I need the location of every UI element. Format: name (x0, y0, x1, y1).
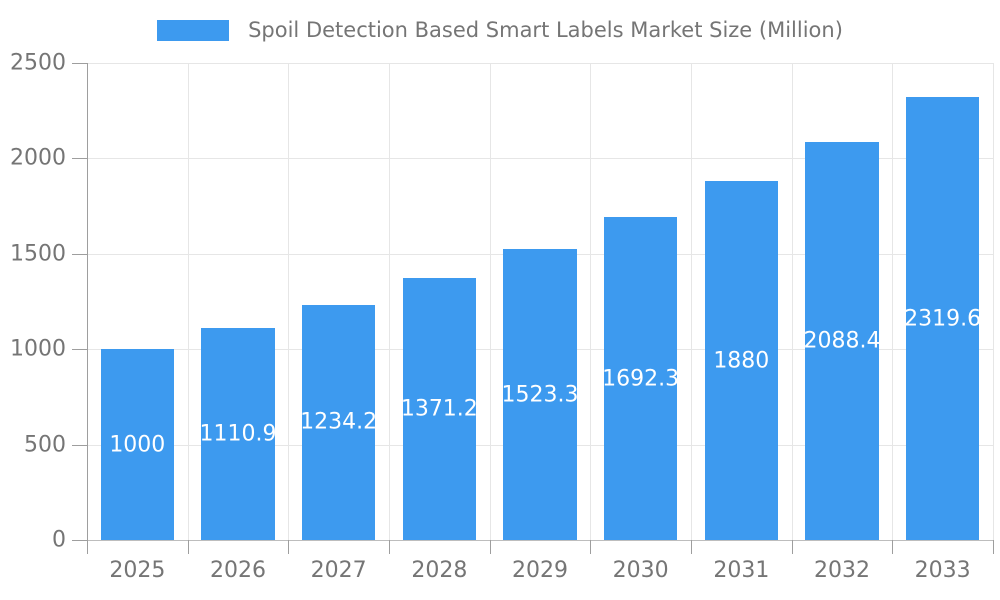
x-tick-label: 2027 (310, 558, 367, 583)
bar-2027[interactable]: 1234.2 (300, 304, 378, 540)
bar-value-label: 1523.3 (501, 382, 579, 408)
x-tick (389, 540, 390, 554)
x-tick-label: 2028 (411, 558, 468, 583)
y-tick (72, 253, 87, 255)
bar-value-label: 1371.2 (400, 396, 478, 422)
x-axis-line (72, 540, 993, 541)
v-gridline (489, 63, 491, 540)
bar-2029[interactable]: 1523.3 (501, 249, 579, 540)
bar-2025[interactable]: 1000 (100, 349, 175, 540)
bar-value-label: 1110.9 (199, 421, 277, 447)
y-tick-label: 1500 (10, 241, 66, 267)
x-tick (87, 540, 88, 554)
h-gridline (87, 158, 993, 160)
v-gridline (791, 63, 793, 540)
bar-2032[interactable]: 2088.4 (803, 141, 881, 540)
plot-area: 1000 1110.9 1234.2 1371.2 1523.3 1692.3 1880 20… (87, 63, 994, 540)
y-tick (72, 444, 87, 446)
bar-2028[interactable]: 1371.2 (400, 278, 478, 540)
x-tick-label: 2033 (914, 558, 971, 583)
x-tick (892, 540, 894, 554)
x-tick-label: 2032 (814, 558, 870, 583)
v-gridline (993, 63, 994, 540)
v-gridline (590, 63, 592, 540)
bar-value-label: 1692.3 (602, 366, 680, 392)
y-axis-line (87, 63, 88, 553)
bar-value-label: 1234.2 (300, 409, 378, 435)
bar-2033[interactable]: 2319.6 (904, 97, 982, 540)
h-gridline (87, 63, 993, 64)
x-tick (590, 540, 592, 554)
bar-value-label: 2319.6 (904, 306, 982, 332)
x-tick-label: 2025 (109, 558, 166, 583)
bar-2026[interactable]: 1110.9 (199, 328, 277, 540)
bar-2031[interactable]: 1880 (704, 181, 779, 540)
bar-2030[interactable]: 1692.3 (602, 217, 680, 540)
y-tick-label: 1000 (10, 336, 66, 362)
y-tick (72, 63, 87, 64)
bar-value-label: 2088.4 (803, 328, 881, 354)
x-tick-label: 2026 (210, 558, 266, 583)
legend-swatch[interactable] (157, 19, 230, 41)
x-tick (187, 540, 189, 554)
legend: Spoil Detection Based Smart Labels Marke… (0, 18, 1000, 42)
x-tick-label: 2030 (612, 558, 669, 583)
x-tick-label: 2029 (512, 558, 568, 583)
bar-value-label: 1000 (109, 432, 166, 458)
v-gridline (389, 63, 390, 540)
v-gridline (187, 63, 189, 540)
x-tick (791, 540, 793, 554)
x-tick (489, 540, 491, 554)
x-tick (993, 540, 994, 554)
legend-label[interactable]: Spoil Detection Based Smart Labels Marke… (248, 18, 843, 42)
v-gridline (691, 63, 692, 540)
x-tick-label: 2031 (713, 558, 770, 583)
x-tick (288, 540, 290, 554)
y-tick-label: 2500 (10, 50, 66, 76)
y-tick-label: 0 (52, 527, 66, 553)
bar-value-label: 1880 (713, 348, 770, 374)
y-tick-label: 500 (24, 432, 66, 458)
y-tick (72, 158, 87, 160)
x-tick (691, 540, 692, 554)
y-tick (72, 349, 87, 351)
v-gridline (288, 63, 290, 540)
y-tick-label: 2000 (10, 145, 66, 171)
y-tick (72, 540, 87, 541)
v-gridline (892, 63, 894, 540)
